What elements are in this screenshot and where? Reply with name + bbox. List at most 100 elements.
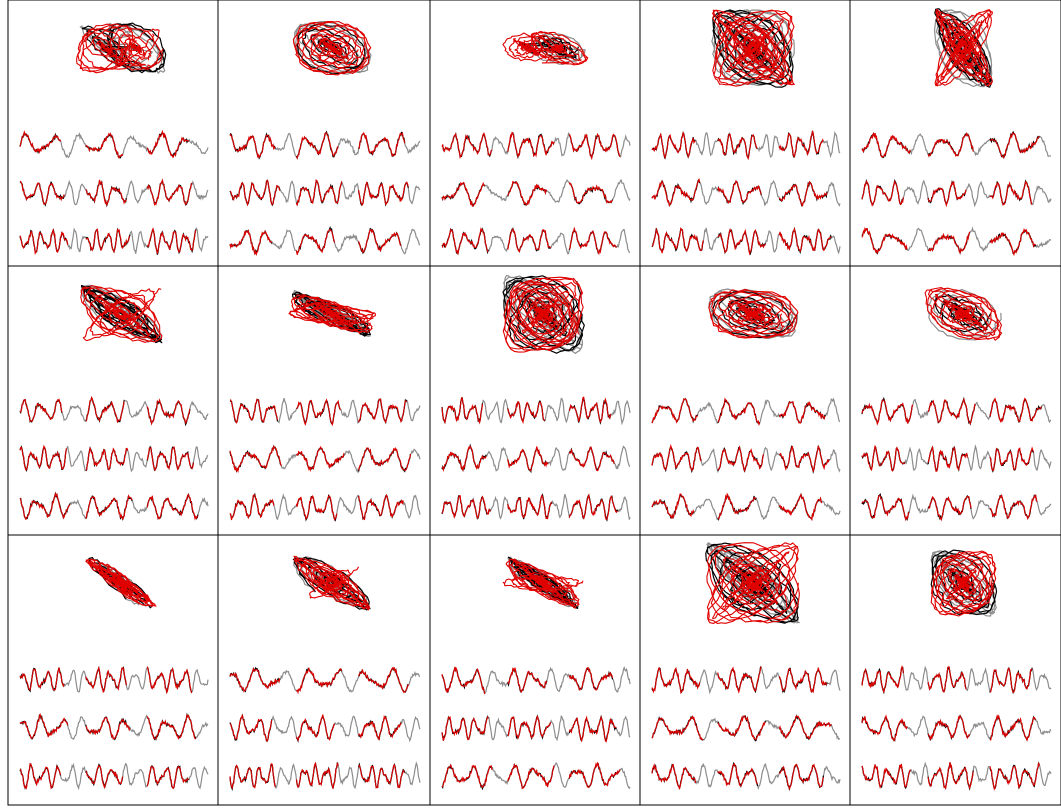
attractor-forecast-line — [706, 542, 800, 625]
forecast-series-line — [441, 181, 486, 207]
forecast-series-line — [19, 762, 62, 790]
forecast-series-line — [507, 227, 551, 253]
attractor-forecast-line — [924, 287, 1003, 341]
forecast-series-line — [358, 714, 402, 741]
forecast-series-line — [85, 228, 131, 253]
forecast-series-line — [717, 445, 764, 472]
forecast-series-line — [861, 179, 904, 207]
forecast-series-line — [146, 765, 189, 790]
forecast-series-line — [441, 495, 491, 519]
forecast-series-line — [295, 179, 343, 206]
panel-13 — [441, 556, 631, 791]
truth-series-line — [296, 715, 335, 743]
panel-11 — [19, 557, 209, 791]
forecast-series-line — [927, 181, 967, 208]
forecast-series-line — [441, 445, 487, 472]
truth-series-line — [229, 179, 281, 206]
attractor-truth-line — [81, 22, 167, 74]
forecast-series-line — [568, 666, 614, 691]
forecast-series-line — [861, 664, 904, 694]
attractor-forecast-line — [293, 555, 371, 611]
forecast-series-line — [861, 132, 911, 158]
forecast-series-line — [146, 666, 193, 695]
forecast-series-line — [927, 397, 976, 426]
forecast-series-line — [778, 667, 828, 694]
attractor-forecast-line — [502, 276, 584, 353]
forecast-series-line — [146, 445, 195, 472]
truth-series-line — [296, 447, 345, 471]
forecast-series-line — [85, 447, 129, 472]
forecast-series-line — [358, 181, 409, 207]
forecast-series-line — [358, 494, 404, 521]
forecast-series-line — [19, 180, 65, 205]
forecast-series-line — [146, 713, 196, 741]
forecast-series-line — [146, 129, 189, 158]
panel-4 — [651, 9, 841, 256]
forecast-series-line — [861, 226, 908, 255]
forecast-series-line — [651, 493, 695, 519]
attractor-forecast-line — [76, 23, 164, 74]
forecast-series-line — [295, 228, 336, 255]
context-series-line — [441, 493, 631, 521]
forecast-series-line — [928, 495, 972, 522]
panel-8 — [441, 275, 631, 522]
forecast-series-line — [568, 715, 617, 743]
forecast-series-line — [507, 446, 549, 472]
truth-series-line — [85, 396, 125, 424]
forecast-series-line — [146, 178, 193, 207]
context-series-line — [229, 179, 421, 207]
forecast-series-line — [651, 226, 704, 254]
attractor-forecast-line — [712, 9, 795, 87]
forecast-series-line — [296, 714, 336, 742]
forecast-series-line — [717, 179, 762, 205]
attractor-forecast-line — [85, 558, 157, 608]
forecast-series-line — [296, 445, 345, 473]
forecast-series-line — [441, 716, 489, 742]
forecast-series-line — [358, 398, 408, 424]
forecast-series-line — [358, 666, 409, 694]
truth-series-line — [778, 763, 824, 792]
panel-15 — [861, 549, 1052, 791]
forecast-series-line — [146, 398, 191, 426]
forecast-series-line — [861, 714, 908, 742]
forecast-series-line — [229, 714, 273, 742]
forecast-series-line — [441, 763, 493, 789]
forecast-series-line — [927, 132, 974, 158]
truth-series-line — [651, 179, 701, 207]
forecast-series-line — [651, 177, 701, 208]
forecast-series-line — [441, 396, 484, 425]
attractor-forecast-line — [80, 284, 163, 343]
context-series-line — [861, 493, 1052, 521]
forecast-series-line — [717, 133, 758, 161]
forecast-series-line — [778, 400, 826, 424]
forecast-series-line — [568, 493, 619, 520]
forecast-series-line — [568, 226, 617, 256]
truth-series-line — [507, 181, 548, 206]
forecast-series-line — [651, 715, 704, 741]
forecast-series-line — [507, 131, 555, 159]
truth-series-line — [441, 715, 489, 741]
forecast-series-line — [358, 446, 412, 471]
forecast-series-line — [778, 715, 832, 740]
forecast-series-line — [295, 761, 339, 789]
forecast-series-line — [19, 398, 63, 422]
forecast-series-line — [927, 446, 968, 473]
forecast-series-line — [507, 715, 552, 740]
forecast-series-line — [85, 764, 124, 789]
forecast-series-line — [19, 229, 69, 256]
forecast-series-line — [861, 763, 911, 789]
forecast-series-line — [229, 667, 281, 693]
forecast-series-line — [989, 131, 1040, 159]
panel-frame — [849, 534, 1061, 806]
forecast-series-line — [568, 446, 615, 472]
forecast-series-line — [717, 228, 766, 256]
forecast-series-line — [568, 182, 613, 204]
truth-series-line — [85, 133, 123, 159]
forecast-series-line — [229, 179, 281, 207]
forecast-series-line — [717, 762, 759, 787]
truth-series-line — [358, 667, 409, 693]
forecast-series-line — [989, 446, 1035, 472]
truth-series-line — [717, 180, 762, 206]
panel-6 — [19, 284, 209, 522]
